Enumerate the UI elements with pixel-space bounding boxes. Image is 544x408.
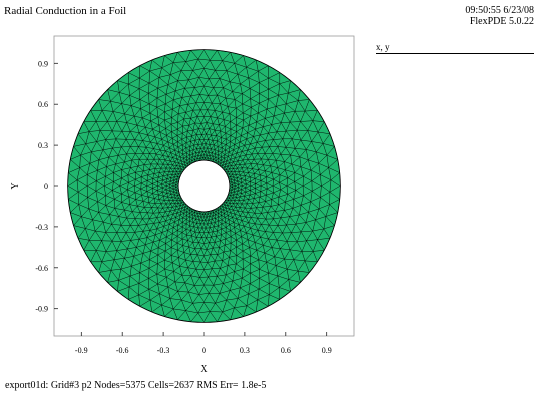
version-label: FlexPDE 5.0.22 bbox=[469, 16, 534, 27]
annulus-domain bbox=[67, 49, 341, 323]
axis-ticks: -0.9 -0.6 -0.3 0 0.3 0.6 0.9 0.9 0.6 0.3 0 -0.3 -0.6… bbox=[35, 59, 331, 355]
x-tick-label: -0.9 bbox=[75, 346, 88, 355]
x-tick-label: -0.6 bbox=[116, 346, 129, 355]
x-tick-label: 0.6 bbox=[281, 346, 291, 355]
y-tick-label: 0.9 bbox=[38, 59, 48, 68]
page-title: Radial Conduction in a Foil bbox=[4, 5, 127, 17]
mesh-edges bbox=[67, 49, 341, 323]
y-tick-label: 0.6 bbox=[38, 100, 48, 109]
x-tick-label: 0.3 bbox=[240, 346, 250, 355]
timestamp-version: 09:50:55 6/23/08 FlexPDE 5.0.22 bbox=[465, 5, 534, 27]
y-tick-label: 0.3 bbox=[38, 141, 48, 150]
x-axis-title: X bbox=[200, 364, 208, 375]
timestamp: 09:50:55 6/23/08 bbox=[465, 5, 534, 16]
y-axis-title: Y bbox=[10, 182, 21, 189]
x-tick-label: -0.3 bbox=[157, 346, 170, 355]
x-tick-label: 0 bbox=[202, 346, 206, 355]
triangle-mesh bbox=[67, 49, 341, 323]
y-tick-label: -0.9 bbox=[35, 305, 48, 314]
y-tick-label: 0 bbox=[44, 182, 48, 191]
run-summary: export01d: Grid#3 p2 Nodes=5375 Cells=26… bbox=[5, 380, 267, 391]
y-tick-label: -0.3 bbox=[35, 223, 48, 232]
legend-label: x, y bbox=[376, 42, 390, 52]
y-tick-label: -0.6 bbox=[35, 264, 48, 273]
x-tick-label: 0.9 bbox=[322, 346, 332, 355]
legend-rule bbox=[376, 53, 534, 54]
